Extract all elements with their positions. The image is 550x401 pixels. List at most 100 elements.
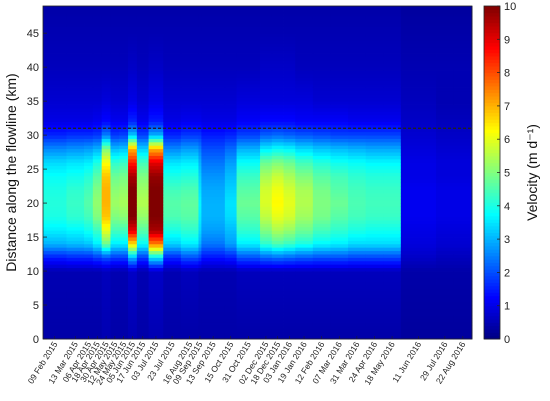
heatmap-cell bbox=[436, 124, 455, 129]
heatmap-cell bbox=[365, 12, 384, 17]
heatmap-cell bbox=[400, 84, 437, 88]
colorbar-segment bbox=[484, 35, 500, 40]
heatmap-cell bbox=[436, 152, 455, 156]
heatmap-cell bbox=[148, 250, 164, 255]
heatmap-cell bbox=[66, 158, 85, 163]
heatmap-cell bbox=[128, 179, 138, 184]
heatmap-cell bbox=[383, 172, 402, 177]
heatmap-cell bbox=[136, 141, 149, 146]
heatmap-cell bbox=[66, 19, 85, 24]
heatmap-cell bbox=[260, 264, 273, 269]
heatmap-cell bbox=[271, 19, 284, 24]
heatmap-cell bbox=[43, 182, 67, 187]
heatmap-cell bbox=[271, 206, 284, 211]
heatmap-cell bbox=[180, 6, 199, 10]
colorbar-segment bbox=[484, 209, 500, 213]
heatmap-cell bbox=[180, 84, 199, 88]
heatmap-cell bbox=[283, 311, 296, 316]
heatmap-cell bbox=[198, 189, 202, 194]
heatmap-cell bbox=[224, 257, 237, 262]
heatmap-cell bbox=[271, 213, 284, 218]
heatmap-cell bbox=[148, 26, 164, 31]
heatmap-cell bbox=[110, 281, 120, 286]
heatmap-cell bbox=[453, 179, 473, 184]
heatmap-cell bbox=[43, 223, 67, 228]
heatmap-cell bbox=[110, 254, 120, 258]
heatmap-cell bbox=[365, 104, 384, 109]
heatmap-cell bbox=[283, 158, 296, 163]
colorbar-segment bbox=[484, 15, 500, 20]
heatmap-cell bbox=[43, 291, 67, 296]
heatmap-cell bbox=[312, 12, 331, 17]
heatmap-cell bbox=[180, 50, 199, 54]
colorbar-segment bbox=[484, 232, 500, 237]
heatmap-cell bbox=[128, 169, 138, 173]
heatmap-cell bbox=[119, 39, 129, 44]
heatmap-cell bbox=[92, 332, 103, 336]
heatmap-cell bbox=[148, 63, 164, 68]
colorbar-segment bbox=[484, 75, 500, 80]
heatmap-cell bbox=[330, 39, 349, 44]
heatmap-cell bbox=[163, 298, 182, 303]
heatmap-cell bbox=[110, 298, 120, 303]
heatmap-cell bbox=[92, 220, 103, 224]
heatmap-cell bbox=[198, 247, 202, 252]
heatmap-cell bbox=[198, 308, 202, 313]
heatmap-cell bbox=[201, 12, 226, 17]
heatmap-cell bbox=[400, 267, 437, 272]
heatmap-cell bbox=[180, 121, 199, 126]
heatmap-cell bbox=[400, 274, 437, 279]
heatmap-cell bbox=[180, 29, 199, 34]
heatmap-cell bbox=[453, 36, 473, 41]
heatmap-cell bbox=[312, 237, 331, 241]
colorbar-title: Velocity (m d⁻¹) bbox=[524, 124, 540, 221]
heatmap-cell bbox=[84, 73, 94, 78]
heatmap-cell bbox=[101, 90, 111, 95]
heatmap-cell bbox=[224, 63, 237, 68]
heatmap-cell bbox=[92, 36, 103, 41]
heatmap-cell bbox=[383, 308, 402, 313]
heatmap-cell bbox=[119, 165, 129, 170]
heatmap-cell bbox=[295, 322, 314, 326]
heatmap-cell bbox=[180, 203, 199, 207]
heatmap-cell bbox=[136, 216, 149, 221]
heatmap-cell bbox=[148, 33, 164, 37]
heatmap-cell bbox=[330, 155, 349, 160]
heatmap-cell bbox=[283, 50, 296, 54]
heatmap-cell bbox=[180, 186, 199, 190]
heatmap-cell bbox=[400, 131, 437, 136]
heatmap-cell bbox=[128, 291, 138, 296]
heatmap-cell bbox=[148, 6, 164, 10]
heatmap-cell bbox=[43, 172, 67, 177]
heatmap-cell bbox=[110, 128, 120, 133]
heatmap-cell bbox=[283, 237, 296, 241]
heatmap-cell bbox=[400, 60, 437, 65]
heatmap-cell bbox=[283, 203, 296, 207]
heatmap-cell bbox=[295, 158, 314, 163]
heatmap-cell bbox=[43, 233, 67, 238]
heatmap-cell bbox=[283, 260, 296, 265]
heatmap-cell bbox=[283, 196, 296, 201]
heatmap-cell bbox=[400, 284, 437, 289]
heatmap-cell bbox=[383, 291, 402, 296]
heatmap-cell bbox=[110, 209, 120, 214]
heatmap-cell bbox=[66, 301, 85, 306]
heatmap-cell bbox=[101, 206, 111, 211]
heatmap-cell bbox=[198, 97, 202, 102]
heatmap-cell bbox=[383, 73, 402, 78]
heatmap-cell bbox=[198, 50, 202, 54]
heatmap-cell bbox=[236, 26, 261, 31]
heatmap-cell bbox=[400, 230, 437, 235]
heatmap-cell bbox=[236, 114, 261, 119]
heatmap-cell bbox=[198, 264, 202, 269]
heatmap-cell bbox=[236, 226, 261, 231]
heatmap-cell bbox=[101, 118, 111, 122]
heatmap-cell bbox=[348, 9, 367, 14]
heatmap-cell bbox=[400, 22, 437, 27]
heatmap-cell bbox=[84, 311, 94, 316]
colorbar-segment bbox=[484, 79, 500, 84]
heatmap-cell bbox=[453, 247, 473, 252]
heatmap-cell bbox=[110, 288, 120, 292]
heatmap-cell bbox=[312, 274, 331, 279]
heatmap-cell bbox=[260, 260, 273, 265]
